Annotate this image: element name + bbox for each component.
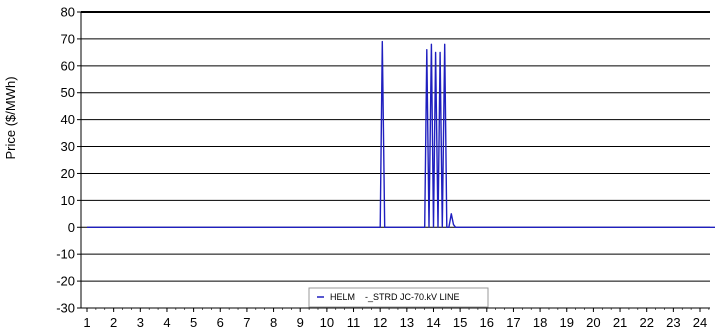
x-tick-label: 24 [693,315,707,330]
x-tick-label: 6 [217,315,224,330]
y-tick-label: 40 [61,112,75,127]
y-tick-label: -30 [56,301,75,316]
x-tick-label: 21 [613,315,627,330]
x-tick-label: 18 [533,315,547,330]
x-tick-label: 2 [110,315,117,330]
x-tick-label: 3 [137,315,144,330]
x-tick-label: 4 [163,315,170,330]
x-tick-label: 10 [320,315,334,330]
legend-label: HELM -_STRD JC-70.kV LINE [330,292,460,302]
y-tick-label: -10 [56,247,75,262]
y-tick-label: 50 [61,85,75,100]
x-tick-label: 11 [347,315,361,330]
y-tick-label: -20 [56,274,75,289]
y-tick-label: 60 [61,58,75,73]
y-tick-label: 20 [61,166,75,181]
x-tick-label: 19 [560,315,574,330]
x-tick-label: 23 [666,315,680,330]
y-tick-label: 30 [61,139,75,154]
y-tick-label: 0 [68,220,75,235]
x-tick-label: 22 [639,315,653,330]
x-tick-label: 13 [400,315,414,330]
legend-box [308,287,489,308]
x-tick-label: 8 [270,315,277,330]
x-tick-label: 1 [83,315,90,330]
x-tick-label: 20 [586,315,600,330]
y-axis-title: Price ($/MWh) [3,76,18,159]
x-tick-label: 14 [426,315,440,330]
x-tick-label: 12 [373,315,387,330]
y-tick-label: 10 [61,193,75,208]
y-tick-label: 70 [61,31,75,46]
legend: HELM -_STRD JC-70.kV LINE [308,287,489,308]
series-line-0 [87,40,715,229]
grid-layer [81,11,710,309]
series-layer [87,40,715,229]
x-tick-label: 15 [453,315,467,330]
x-tick-label: 16 [480,315,494,330]
x-tick-label: 17 [506,315,520,330]
x-tick-label: 5 [190,315,197,330]
x-tick-label: 9 [297,315,304,330]
x-tick-label: 7 [243,315,250,330]
y-tick-label: 80 [61,5,75,20]
